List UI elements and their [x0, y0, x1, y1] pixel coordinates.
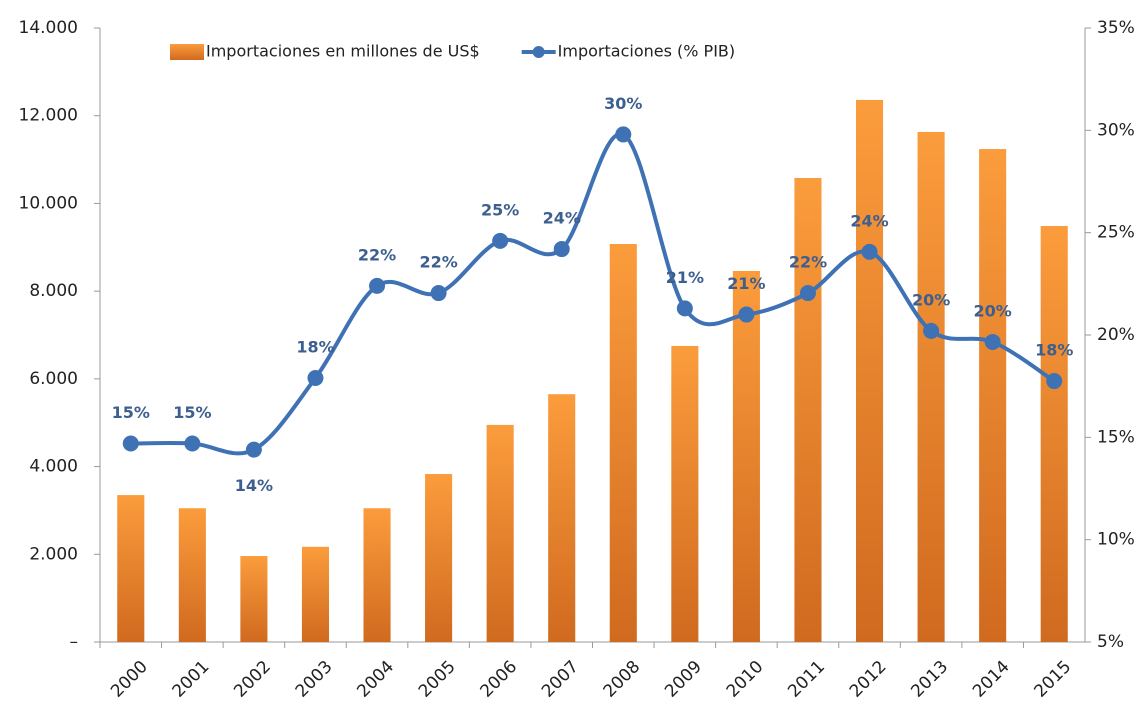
legend-label: Importaciones (% PIB)	[558, 42, 735, 61]
y2-tick-label: 25%	[1097, 223, 1135, 243]
y2-tick-label: 35%	[1097, 18, 1135, 38]
x-tick-label: 2010	[723, 657, 768, 702]
y2-tick-label: 5%	[1097, 632, 1124, 652]
point	[492, 232, 509, 249]
data-label: 15%	[112, 403, 150, 422]
bar	[301, 546, 330, 642]
x-tick-label: 2002	[230, 657, 275, 702]
bar	[732, 270, 760, 642]
point	[799, 285, 816, 302]
bar	[548, 394, 576, 642]
point	[861, 243, 878, 260]
point	[184, 435, 201, 452]
point	[553, 241, 570, 258]
data-label: 22%	[419, 253, 457, 272]
bar	[855, 99, 884, 642]
legend-swatch	[532, 46, 545, 58]
x-tick-label: 2014	[969, 657, 1014, 702]
x-tick-label: 2008	[600, 657, 645, 702]
data-label: 22%	[789, 253, 827, 272]
y-tick-label: 4.000	[29, 457, 78, 477]
y2-tick-label: 15%	[1097, 427, 1135, 447]
data-label: 20%	[912, 290, 950, 309]
bar	[979, 149, 1007, 642]
bar	[240, 556, 268, 642]
x-tick-label: 2007	[538, 657, 583, 702]
x-tick-label: 2013	[907, 657, 952, 702]
bar	[1040, 226, 1068, 642]
x-tick-label: 2011	[784, 657, 829, 702]
x-tick-label: 2001	[169, 657, 214, 702]
y-tick-label: 6.000	[29, 369, 78, 389]
point	[676, 300, 693, 317]
data-label: 24%	[850, 211, 888, 230]
bar	[486, 424, 514, 642]
point	[307, 369, 324, 386]
line	[130, 132, 1056, 456]
y2-tick-label: 30%	[1097, 120, 1135, 140]
bar	[671, 345, 699, 642]
data-label: 20%	[974, 301, 1012, 320]
y-tick-label: –	[70, 632, 79, 652]
data-label: 25%	[481, 200, 519, 219]
bar	[425, 474, 453, 642]
point	[245, 441, 262, 458]
y2-tick-label: 10%	[1097, 530, 1135, 550]
data-label: 14%	[235, 476, 273, 495]
bar	[363, 508, 391, 642]
point	[984, 333, 1001, 350]
point	[615, 126, 632, 143]
legend-label: Importaciones en millones de US$	[206, 42, 480, 61]
data-label: 22%	[358, 245, 396, 264]
data-label: 24%	[543, 209, 581, 228]
data-label: 18%	[296, 337, 334, 356]
y-tick-label: 14.000	[19, 18, 78, 38]
x-tick-label: 2012	[846, 657, 891, 702]
point	[122, 435, 139, 452]
y-tick-label: 2.000	[29, 544, 78, 564]
y-tick-label: 8.000	[29, 281, 78, 301]
x-tick-label: 2004	[353, 657, 398, 702]
x-tick-label: 2003	[292, 657, 337, 702]
y2-tick-label: 20%	[1097, 325, 1135, 345]
bar	[917, 131, 945, 643]
point	[738, 306, 755, 323]
x-tick-label: 2015	[1031, 657, 1076, 702]
bar	[794, 177, 822, 642]
data-label: 21%	[727, 274, 765, 293]
point	[923, 322, 940, 339]
data-label: 21%	[666, 268, 704, 287]
data-label: 18%	[1035, 341, 1073, 360]
x-tick-label: 2009	[661, 657, 706, 702]
bar	[117, 495, 145, 642]
legend-swatch	[170, 44, 204, 60]
y-tick-label: 10.000	[19, 193, 78, 213]
bar	[609, 243, 637, 642]
y-tick-label: 12.000	[19, 106, 78, 126]
data-label: 15%	[173, 403, 211, 422]
x-tick-label: 2006	[476, 657, 521, 702]
point	[430, 285, 447, 302]
data-label: 30%	[604, 94, 642, 113]
x-tick-label: 2005	[415, 657, 460, 702]
x-tick-label: 2000	[107, 657, 152, 702]
bar	[178, 508, 206, 642]
point	[369, 277, 386, 294]
point	[1046, 373, 1063, 390]
